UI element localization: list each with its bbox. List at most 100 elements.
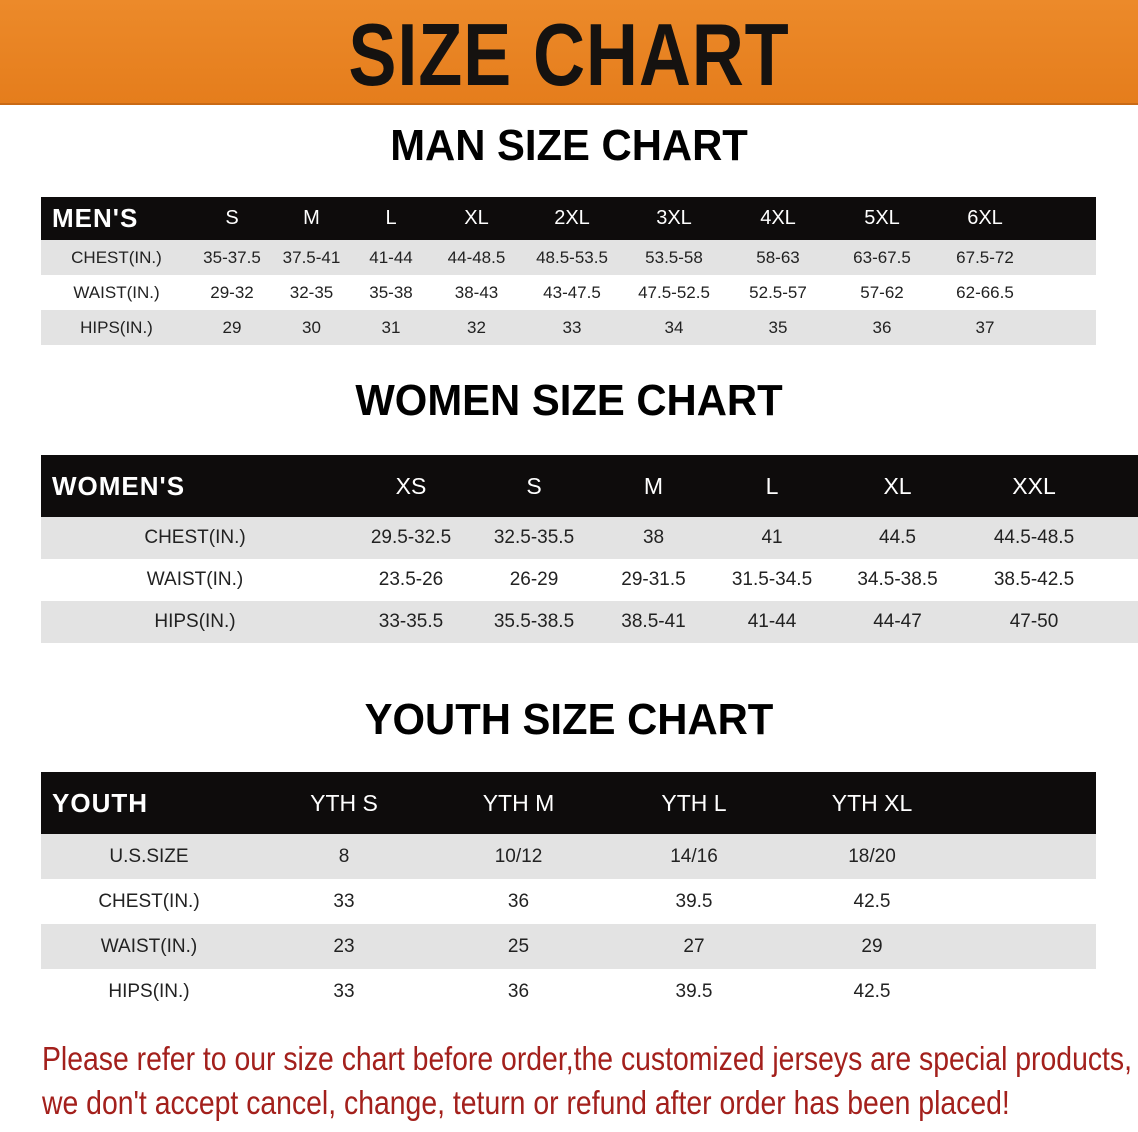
empty-cell	[962, 924, 1096, 969]
size-header-cell: YTH XL	[831, 789, 913, 816]
measurement-cell: 53.5-58	[645, 247, 703, 267]
size-header-cell: L	[385, 207, 397, 229]
measurement-cell: 35-38	[369, 282, 413, 302]
table-row: CHEST(IN.) 33 36 39.5 42.5	[41, 879, 1096, 924]
measurement-cell: 18/20	[848, 845, 896, 867]
measurement-cell: 37	[975, 317, 995, 337]
measurement-cell: 8	[338, 845, 350, 867]
measurement-cell: 23.5-26	[378, 569, 444, 590]
size-header-cell: XXL	[1012, 472, 1056, 499]
policy-note-line-2: we don't accept cancel, change, teturn o…	[42, 1084, 1010, 1121]
measurement-cell: 41-44	[747, 611, 797, 632]
empty-cell	[962, 834, 1096, 879]
measurement-cell: 34	[664, 317, 684, 337]
size-header-cell: 2XL	[554, 207, 590, 229]
row-label: HIPS(IN.)	[154, 611, 236, 632]
table-header-row: YOUTH YTH S YTH M YTH L YTH XL	[41, 772, 1096, 834]
measurement-cell: 33	[562, 317, 582, 337]
table-row: HIPS(IN.) 29 30 31 32 33 34 35 36 37	[41, 310, 1096, 345]
measurement-cell: 38.5-42.5	[993, 569, 1075, 590]
empty-cell	[1036, 275, 1096, 310]
row-label: HIPS(IN.)	[80, 317, 153, 337]
measurement-cell: 31	[381, 317, 401, 337]
size-header-cell: YTH S	[310, 789, 378, 816]
table-row: WAIST(IN.) 23.5-26 26-29 29-31.5 31.5-34.5 34…	[41, 559, 1138, 601]
measurement-cell: 42.5	[853, 980, 891, 1002]
table-row: CHEST(IN.) 29.5-32.5 32.5-35.5 38 41 44.5 44.5…	[41, 517, 1138, 559]
size-header-cell: 4XL	[760, 207, 796, 229]
measurement-cell: 36	[872, 317, 892, 337]
measurement-cell: 30	[302, 317, 321, 337]
size-header-cell: YTH L	[661, 789, 727, 816]
measurement-cell: 39.5	[675, 890, 713, 912]
empty-cell	[1105, 517, 1138, 559]
measurement-cell: 29	[861, 935, 883, 957]
measurement-cell: 33	[333, 890, 355, 912]
row-label: WAIST(IN.)	[100, 935, 198, 957]
size-header-cell: S	[526, 472, 542, 499]
measurement-cell: 32-35	[289, 282, 334, 302]
measurement-cell: 35	[768, 317, 788, 337]
size-header-cell: 5XL	[864, 207, 900, 229]
row-label: HIPS(IN.)	[108, 980, 190, 1002]
size-header-cell: YTH M	[482, 789, 555, 816]
row-label: CHEST(IN.)	[144, 527, 246, 548]
size-header-cell: XL	[464, 207, 489, 229]
table-row: U.S.SIZE 8 10/12 14/16 18/20	[41, 834, 1096, 879]
measurement-cell: 36	[507, 980, 530, 1002]
women-section-title: WOMEN SIZE CHART	[355, 376, 783, 425]
measurement-cell: 43-47.5	[543, 282, 601, 302]
size-header-cell: 3XL	[656, 207, 692, 229]
empty-cell	[962, 772, 1096, 834]
measurement-cell: 32	[467, 317, 486, 337]
measurement-cell: 52.5-57	[749, 282, 807, 302]
measurement-cell: 38-43	[454, 282, 499, 302]
row-label: WAIST(IN.)	[146, 569, 244, 590]
table-title-cell: WOMEN'S	[52, 470, 186, 501]
size-header-cell: XL	[883, 472, 912, 499]
empty-cell	[1105, 455, 1138, 517]
empty-cell	[1036, 240, 1096, 275]
size-header-cell: S	[225, 207, 239, 229]
size-header-cell: L	[765, 472, 779, 499]
men-section-title: MAN SIZE CHART	[390, 121, 748, 170]
row-label: CHEST(IN.)	[98, 890, 200, 912]
measurement-cell: 26-29	[509, 569, 559, 590]
size-header-cell: XS	[395, 472, 427, 499]
measurement-cell: 67.5-72	[956, 247, 1014, 267]
measurement-cell: 44.5-48.5	[993, 527, 1075, 548]
measurement-cell: 29.5-32.5	[370, 527, 452, 548]
measurement-cell: 41	[761, 527, 783, 548]
table-header-row: WOMEN'S XS S M L XL XXL	[41, 455, 1138, 517]
empty-cell	[1036, 310, 1096, 345]
table-row: WAIST(IN.) 23 25 27 29	[41, 924, 1096, 969]
measurement-cell: 25	[507, 935, 530, 957]
measurement-cell: 34.5-38.5	[857, 569, 938, 590]
measurement-cell: 35.5-38.5	[493, 611, 575, 632]
measurement-cell: 29-31.5	[621, 569, 686, 590]
measurement-cell: 29-32	[210, 282, 254, 302]
table-row: HIPS(IN.) 33 36 39.5 42.5	[41, 969, 1096, 1014]
measurement-cell: 39.5	[675, 980, 713, 1002]
youth-section-title: YOUTH SIZE CHART	[364, 695, 774, 744]
measurement-cell: 35-37.5	[203, 247, 261, 267]
row-label: CHEST(IN.)	[71, 247, 162, 267]
measurement-cell: 62-66.5	[956, 282, 1014, 302]
measurement-cell: 38.5-41	[621, 611, 686, 632]
table-header-row: MEN'S S M L XL 2XL 3XL 4XL 5XL 6XL	[41, 197, 1096, 240]
measurement-cell: 47.5-52.5	[638, 282, 710, 302]
empty-cell	[1105, 601, 1138, 643]
measurement-cell: 41-44	[369, 247, 413, 267]
measurement-cell: 57-62	[860, 282, 904, 302]
title-banner: SIZE CHART	[0, 0, 1138, 105]
size-header-cell: M	[303, 207, 320, 229]
page-title: SIZE CHART	[348, 5, 790, 104]
size-header-cell: M	[643, 472, 664, 499]
measurement-cell: 32.5-35.5	[493, 527, 575, 548]
women-size-table: WOMEN'S XS S M L XL XXL CHEST(IN.) 29.5-32.5 32.5…	[41, 455, 1138, 643]
measurement-cell: 36	[507, 890, 530, 912]
measurement-cell: 48.5-53.5	[536, 247, 608, 267]
measurement-cell: 31.5-34.5	[731, 569, 813, 590]
youth-size-table: YOUTH YTH S YTH M YTH L YTH XL U.S.SIZE 8 10/12…	[41, 772, 1096, 1014]
